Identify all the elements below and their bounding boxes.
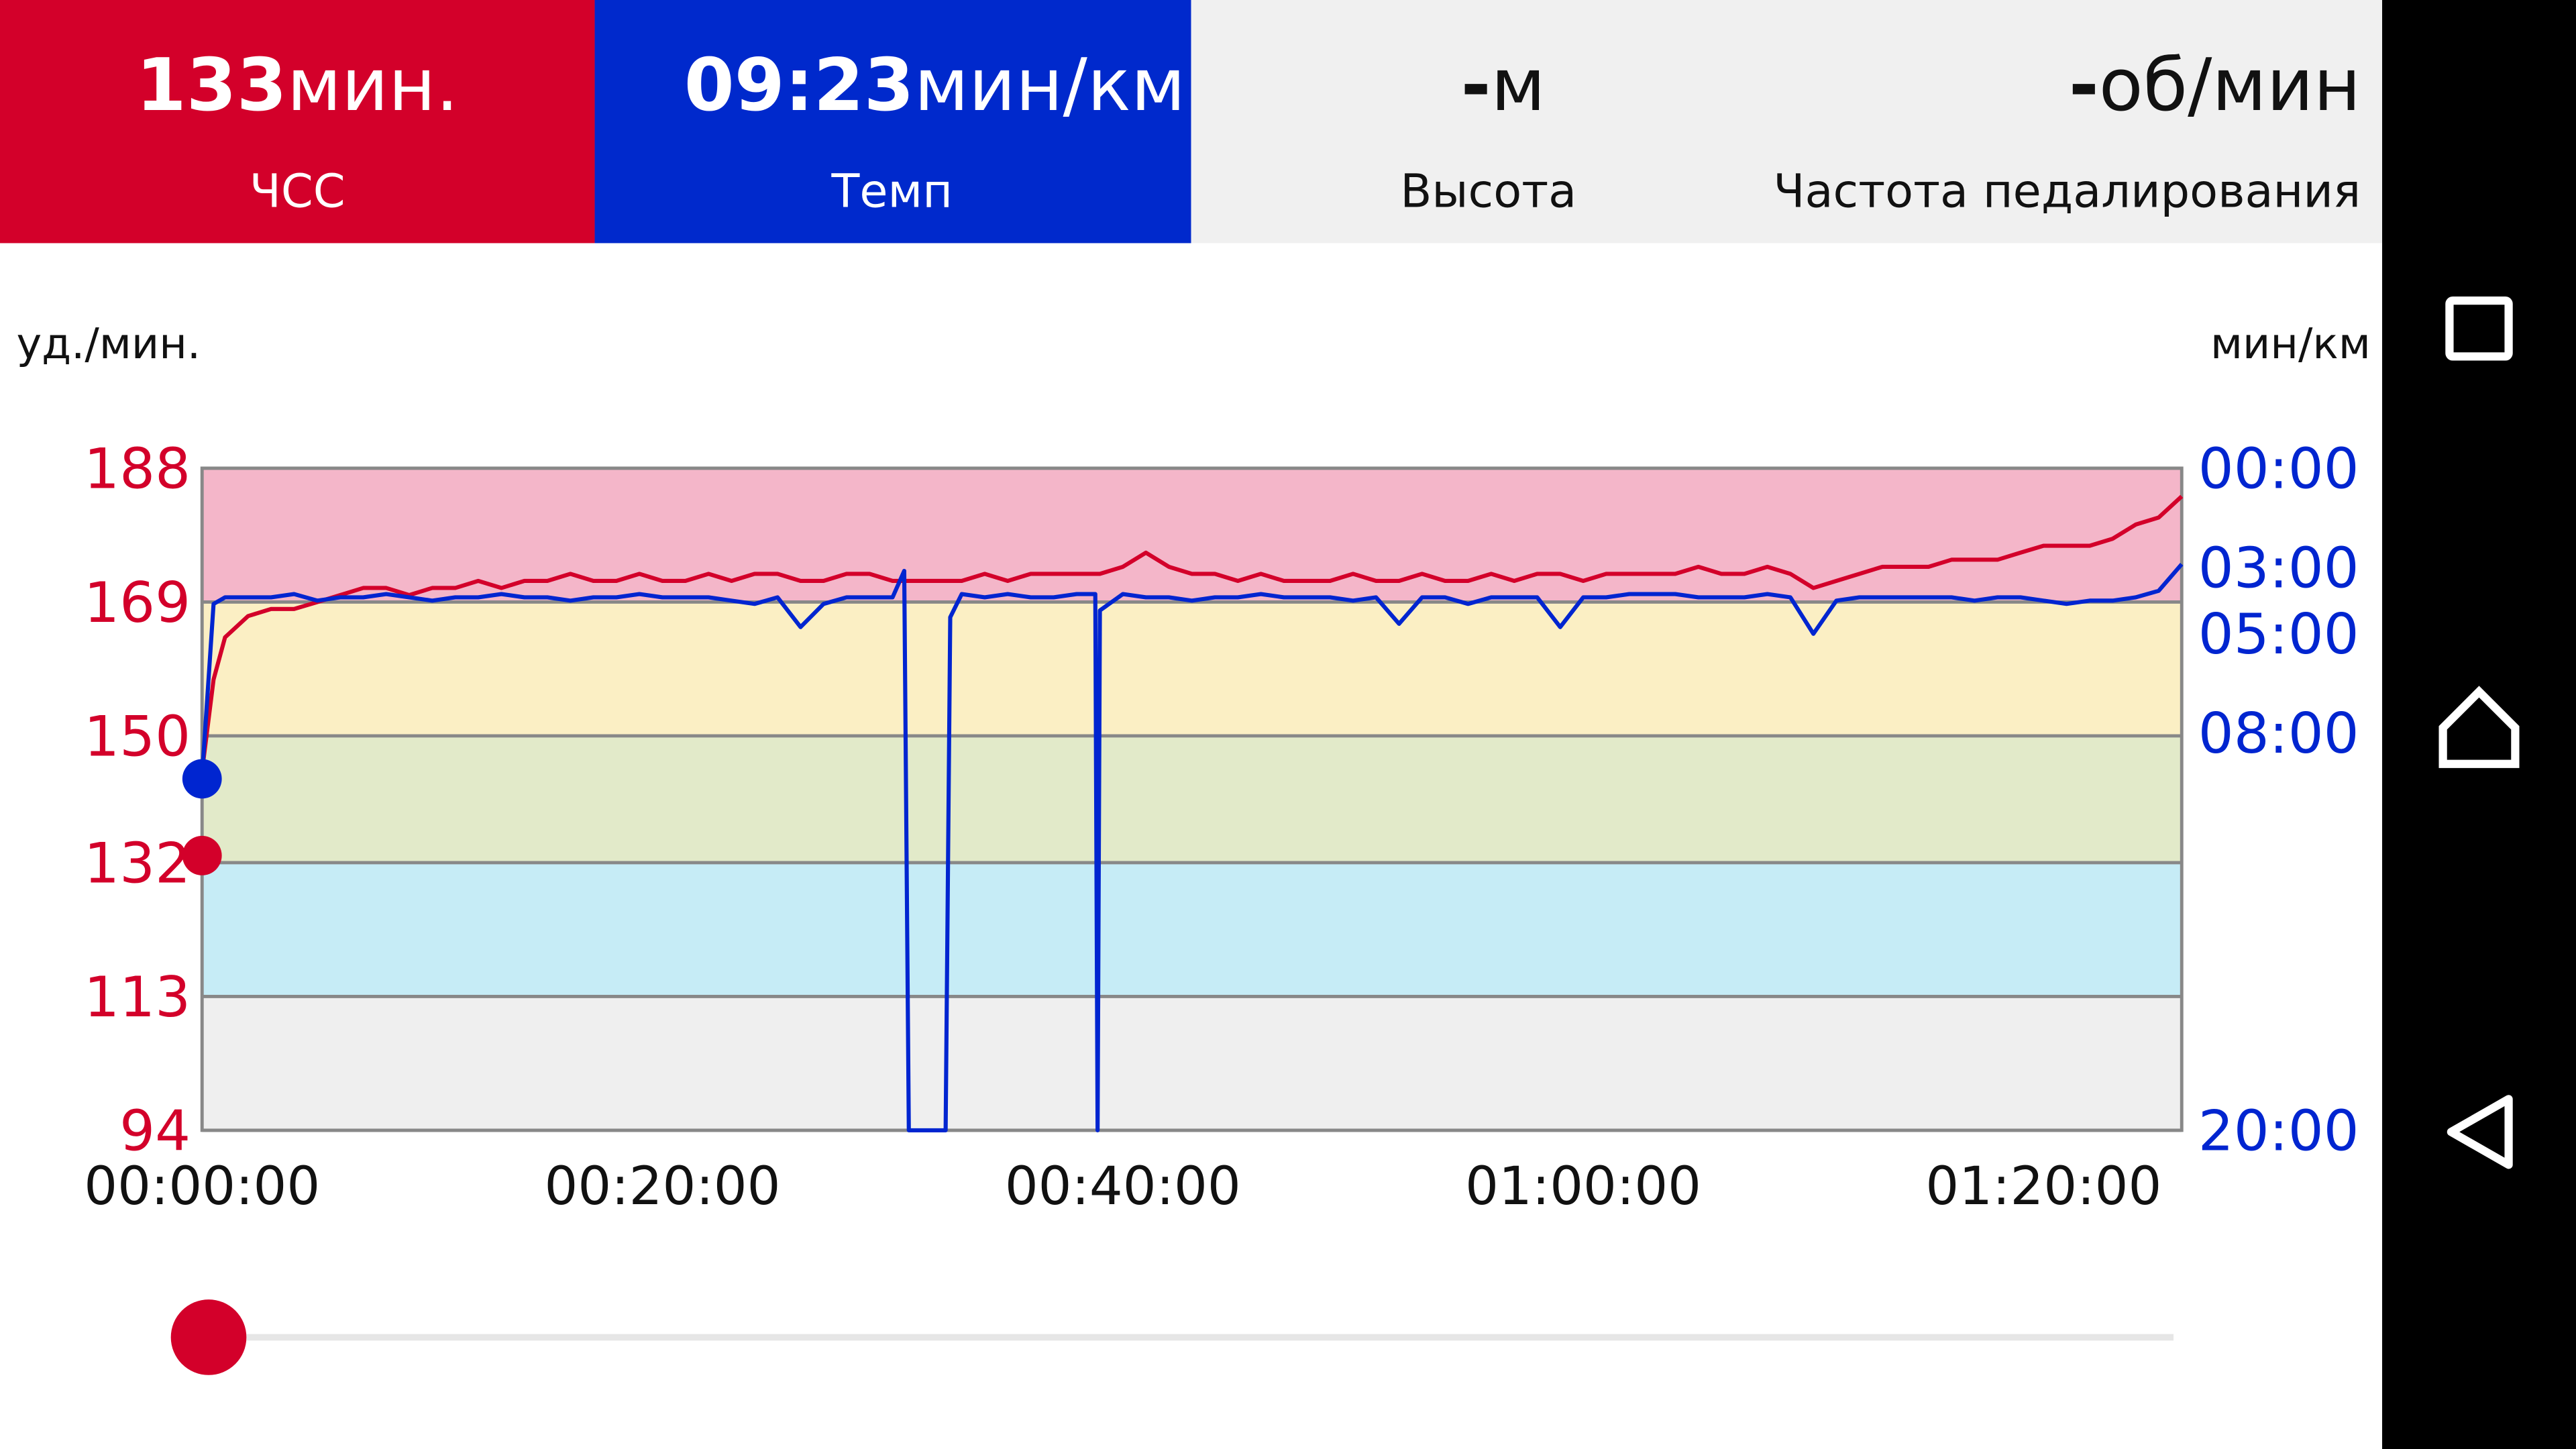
unit: м <box>1491 44 1546 127</box>
value: - <box>1461 44 1491 127</box>
metric-value: -м <box>1461 44 1546 127</box>
y-tick-label: 188 <box>84 436 191 501</box>
y2-tick-label: 08:00 <box>2198 701 2359 766</box>
home-button[interactable] <box>2438 686 2520 768</box>
metric-label: Высота <box>1400 165 1576 219</box>
y-tick-label: 113 <box>84 965 191 1030</box>
series-line <box>200 562 2184 1132</box>
metric-value: 09:23мин/км <box>684 44 1185 127</box>
y2-tick-label: 05:00 <box>2198 602 2359 667</box>
value: 09:23 <box>684 44 914 127</box>
nav-bar <box>2382 0 2576 1449</box>
hr-zone <box>202 468 2182 602</box>
y2-tick-label: 20:00 <box>2198 1098 2359 1163</box>
y-tick-label: 169 <box>84 570 191 635</box>
value: 133 <box>136 44 287 127</box>
back-button[interactable] <box>2447 1095 2513 1169</box>
plot-border <box>200 466 2184 1132</box>
other-tiles[interactable] <box>1191 0 2383 244</box>
x-tick-label: 00:00:00 <box>84 1156 320 1217</box>
pace-tile[interactable] <box>594 0 1191 244</box>
x-tick-label: 01:00:00 <box>1465 1156 1701 1217</box>
y-tick-label: 94 <box>119 1098 191 1163</box>
x-tick-label: 01:20:00 <box>1925 1156 2161 1217</box>
hr-zone <box>202 735 2182 863</box>
y-axis-label: уд./мин. <box>16 319 201 369</box>
value: - <box>2069 44 2099 127</box>
y-tick-label: 150 <box>84 704 191 769</box>
metric-value: 133мин. <box>136 44 459 127</box>
y2-tick-label: 00:00 <box>2198 436 2359 501</box>
unit: мин. <box>287 44 459 127</box>
metric-label: Темп <box>830 165 953 219</box>
hr-zone <box>202 996 2182 1130</box>
hr-tile[interactable] <box>0 0 595 244</box>
y2-tick-label: 03:00 <box>2198 535 2359 600</box>
metric-value: -об/мин <box>2069 44 2361 127</box>
recents-button[interactable] <box>2445 297 2513 361</box>
unit: мин/км <box>914 44 1185 127</box>
metric-label: Частота педалирования <box>1773 165 2361 219</box>
metric-label: ЧСС <box>250 165 345 219</box>
x-tick-label: 00:20:00 <box>545 1156 781 1217</box>
y-tick-label: 132 <box>84 830 191 896</box>
series-line <box>200 494 2184 771</box>
hr-zone <box>202 602 2182 736</box>
hr-zone <box>202 862 2182 997</box>
unit: об/мин <box>2099 44 2361 127</box>
current-marker <box>182 836 222 875</box>
current-marker <box>182 759 222 799</box>
slider-thumb[interactable] <box>170 1299 247 1375</box>
x-tick-label: 00:40:00 <box>1005 1156 1241 1217</box>
y2-axis-label: мин/км <box>2210 319 2371 369</box>
